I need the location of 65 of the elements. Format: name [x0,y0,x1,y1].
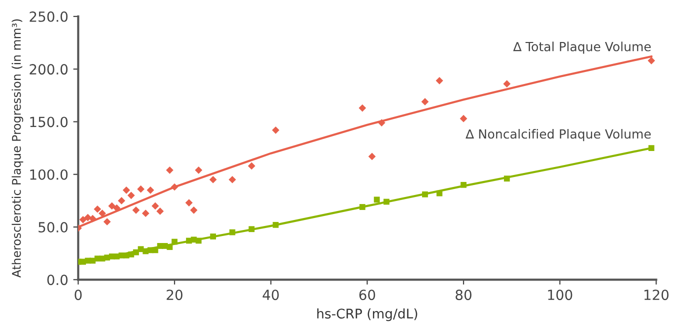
point [166,244,173,250]
point [210,234,216,240]
point [648,56,656,64]
point [108,202,116,210]
point [196,238,202,244]
x-tick-label: 60 [359,290,376,300]
point [503,80,511,88]
point [460,114,468,122]
point [272,126,280,134]
y-tick-label: 150.0 [30,116,68,128]
point [384,198,390,205]
point [460,182,466,188]
x-tick-label: 80 [456,290,472,300]
point [358,104,366,112]
point [118,197,126,204]
point [128,251,134,258]
point [272,222,279,228]
x-tick-label: 40 [262,290,279,300]
series-label: ∆ Noncalcified Plaque Volume [466,129,651,142]
point [209,176,217,184]
x-axis-title: hs-CRP (mg/dL) [317,308,418,322]
point [146,186,154,194]
point [248,226,255,232]
point [190,206,198,214]
x-tick-label: 100 [548,290,572,300]
y-tick-label: 100.0 [30,169,68,180]
point [94,205,102,213]
y-tick-label: 250.0 [30,11,68,22]
point [436,190,442,196]
y-axis-title: Atherosclerotic Plaque Progression (in mm³) [12,19,24,278]
point [194,166,202,174]
point [421,98,429,106]
point [436,76,444,84]
point [648,145,654,151]
point [128,192,135,200]
point [248,162,256,170]
point [166,166,174,174]
x-tick-label: 20 [166,290,182,300]
point [228,176,236,184]
point [98,210,106,217]
point [142,210,150,217]
point [374,196,380,203]
x-tick-label: 0 [74,290,82,300]
x-tick-label: 120 [644,290,669,300]
point [422,191,428,198]
y-tick-label: 0.0 [47,274,68,286]
point [103,218,111,226]
point [132,206,140,214]
point [152,202,159,210]
point [368,152,376,160]
y-tick-label: 200.0 [30,64,68,75]
point [156,208,164,215]
point [504,176,510,182]
point [185,199,193,206]
y-tick-label: 50.0 [38,222,68,232]
point [170,183,178,191]
series-label: ∆ Total Plaque Volume [513,42,651,54]
point [137,185,144,193]
point [378,119,386,126]
point [79,216,87,224]
point [359,204,366,210]
point [122,186,130,194]
point [88,214,96,222]
point [229,229,236,236]
point [172,238,178,245]
